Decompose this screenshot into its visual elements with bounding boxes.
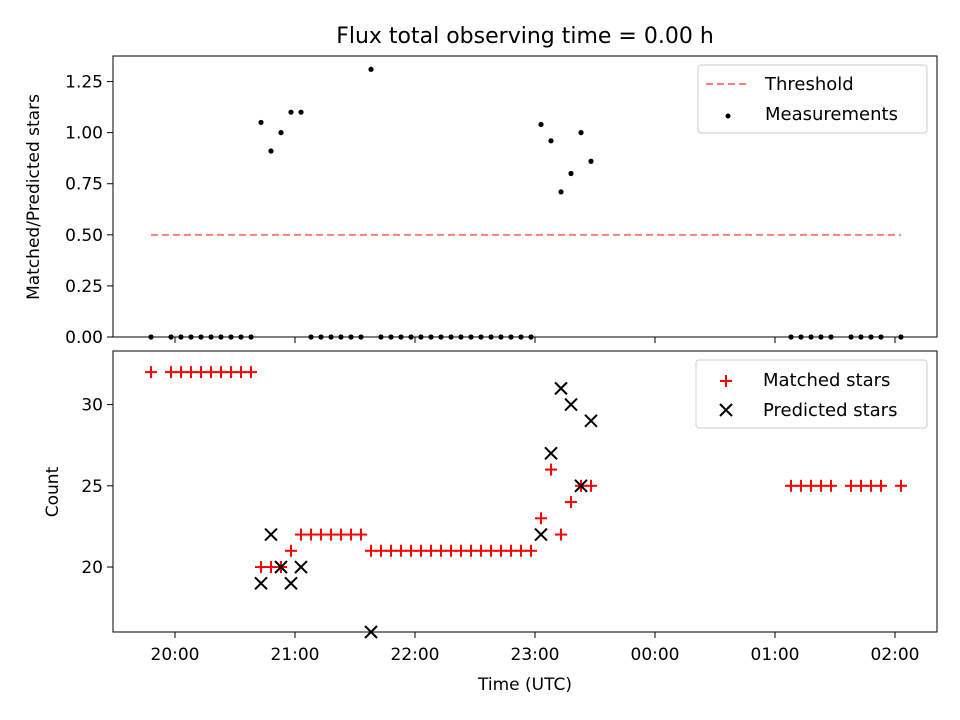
x-tick-label: 02:00 [871,645,920,665]
measurement-point [298,109,304,115]
x-tick-label: 01:00 [751,645,800,665]
matched-star-point [585,479,597,492]
ratio-y-tick-label: 0.25 [65,277,103,297]
measurement-point [368,66,374,72]
ratio-axes-frame [112,55,938,338]
matched-star-point [285,544,297,557]
matched-legend-swatch [720,375,732,387]
x-tick-label: 20:00 [151,645,200,665]
ratio-y-tick-label: 0.50 [65,226,103,246]
x-tick-label: 00:00 [631,645,680,665]
count-legend-box [695,359,928,429]
ratio-y-tick-label: 0.00 [65,328,103,348]
count-y-tick-label: 30 [81,396,103,416]
matched-star-point [545,463,557,476]
measurement-point [558,189,564,195]
matched-legend-label: Matched stars [763,370,890,391]
measurement-point [268,148,274,154]
matched-star-point [145,366,157,379]
count-y-axis-label: Count [43,466,63,517]
predicted-star-point [544,446,558,461]
ratio-y-tick-label: 1.25 [65,73,103,93]
matched-star-point [525,544,537,557]
measurement-point [278,130,284,136]
measurement-point [588,158,594,164]
matched-star-point [825,479,837,492]
count-y-ticks: 20 25 30 [81,396,113,578]
ratio-y-tick-label: 0.75 [65,175,103,195]
measurement-point [288,109,294,115]
predicted-star-point [264,527,278,542]
predicted-star-point [584,414,598,428]
matched-star-point [355,528,367,541]
predicted-legend-swatch [719,403,733,417]
predicted-star-point [284,576,298,590]
matched-star-point [555,528,567,541]
ratio-y-axis-label: Matched/Predicted stars [24,94,44,300]
measurement-point [578,130,584,136]
count-axes-frame [112,350,938,633]
count-plot-area [145,366,907,639]
predicted-star-point [564,397,578,412]
measurement-point [258,119,264,126]
matched-star-point [565,496,577,509]
count-x-ticks: 20:00 21:00 22:00 23:00 00:00 01:00 02:00 [151,632,920,665]
ratio-panel: 0.00 0.25 0.50 0.75 1.00 1.25 Matched/Predict… [24,55,938,348]
measurement-point [568,170,574,177]
x-tick-label: 22:00 [391,645,440,665]
threshold-legend-label: Threshold [764,74,854,95]
ratio-y-ticks: 0.00 0.25 0.50 0.75 1.00 1.25 [65,73,113,348]
x-tick-label: 23:00 [511,645,560,665]
matched-star-point [875,479,887,492]
measurement-point [548,138,554,144]
predicted-star-point [554,381,568,396]
x-axis-label: Time (UTC) [477,675,572,695]
predicted-star-point [254,576,268,590]
ratio-legend-box [697,64,928,134]
chart-title: Flux total observing time = 0.00 h [336,24,714,49]
x-tick-label: 21:00 [271,645,320,665]
matched-star-point [245,366,257,379]
ratio-legend: Threshold Measurements [697,64,928,134]
predicted-star-point [294,560,308,574]
measurements-legend-swatch [725,113,731,119]
matched-star-point [535,512,547,525]
measurement-point [538,121,544,128]
predicted-star-point [274,560,288,574]
count-y-tick-label: 25 [81,477,103,497]
predicted-legend-label: Predicted stars [763,400,897,421]
matched-star-point [895,479,907,492]
count-y-tick-label: 20 [81,558,103,578]
predicted-star-point [574,479,588,493]
count-panel: 20 25 30 20:00 21:00 22:00 23:00 00:00 01:00 02:… [43,350,938,695]
ratio-x-ticks [174,337,896,343]
measurements-legend-label: Measurements [765,104,898,125]
count-legend: Matched stars Predicted stars [695,359,928,429]
ratio-y-tick-label: 1.00 [65,124,103,144]
predicted-star-point [534,527,548,542]
